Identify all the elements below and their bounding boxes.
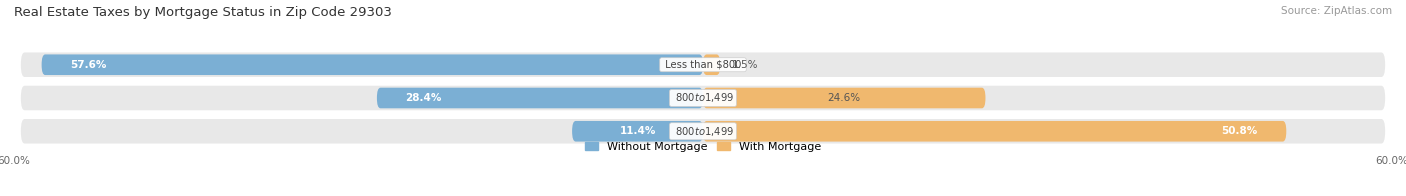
Text: 57.6%: 57.6% [70, 60, 107, 70]
FancyBboxPatch shape [377, 88, 703, 108]
Text: $800 to $1,499: $800 to $1,499 [672, 92, 734, 104]
Text: 24.6%: 24.6% [828, 93, 860, 103]
FancyBboxPatch shape [703, 121, 1286, 142]
Text: 11.4%: 11.4% [620, 126, 655, 136]
Legend: Without Mortgage, With Mortgage: Without Mortgage, With Mortgage [581, 137, 825, 156]
Text: Source: ZipAtlas.com: Source: ZipAtlas.com [1281, 6, 1392, 16]
FancyBboxPatch shape [572, 121, 703, 142]
FancyBboxPatch shape [42, 54, 703, 75]
Text: 50.8%: 50.8% [1222, 126, 1257, 136]
FancyBboxPatch shape [703, 54, 720, 75]
FancyBboxPatch shape [20, 118, 1386, 145]
FancyBboxPatch shape [703, 88, 986, 108]
Text: 28.4%: 28.4% [405, 93, 441, 103]
Text: Less than $800: Less than $800 [662, 60, 744, 70]
Text: $800 to $1,499: $800 to $1,499 [672, 125, 734, 138]
FancyBboxPatch shape [20, 51, 1386, 78]
FancyBboxPatch shape [20, 85, 1386, 111]
Text: Real Estate Taxes by Mortgage Status in Zip Code 29303: Real Estate Taxes by Mortgage Status in … [14, 6, 392, 19]
Text: 1.5%: 1.5% [731, 60, 758, 70]
